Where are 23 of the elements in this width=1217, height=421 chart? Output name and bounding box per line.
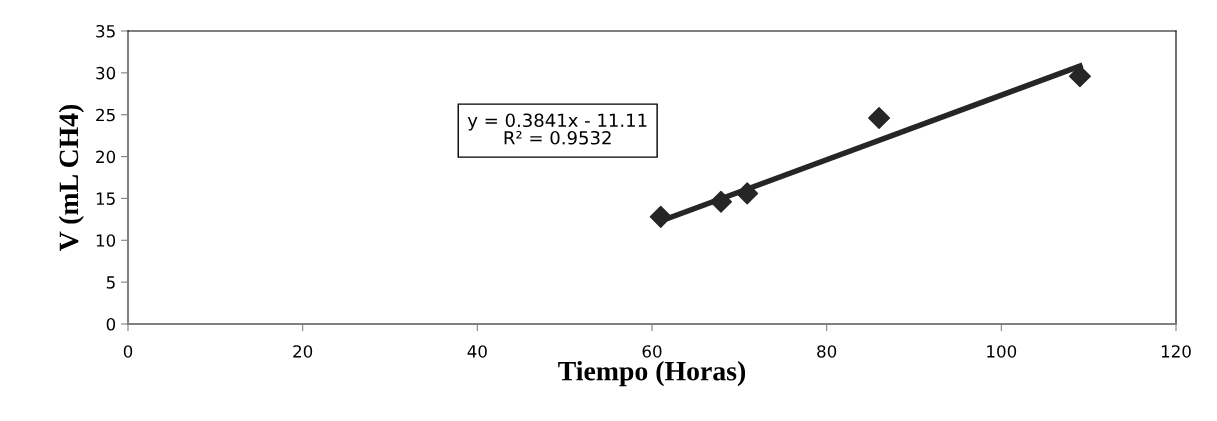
point xyxy=(649,205,672,228)
annotation: y = 0.3841x - 11.11 R² = 0.9532 xyxy=(467,113,647,145)
y-tick-label: 20 xyxy=(96,150,116,164)
x-tick-label: 60 xyxy=(642,345,662,358)
y-tick-label: 25 xyxy=(96,108,115,122)
point xyxy=(1068,65,1091,88)
x-tick-label: 120 xyxy=(1161,345,1191,358)
y-tick-label: 15 xyxy=(96,192,115,205)
x-tick-label: 20 xyxy=(293,345,313,358)
y-tick-label: 0 xyxy=(106,317,116,331)
point xyxy=(868,107,891,130)
y-tick-label: 30 xyxy=(96,66,116,80)
y-tick-label: 5 xyxy=(106,276,115,289)
x-axis-title: Tiempo (Horas) xyxy=(558,360,746,387)
x-tick-label: 0 xyxy=(123,345,133,358)
y-tick-label: 35 xyxy=(96,24,115,38)
point xyxy=(709,190,732,213)
x-tick-label: 100 xyxy=(987,345,1017,358)
y-tick-label: 10 xyxy=(96,234,116,247)
y-axis-title: V (mL CH4) xyxy=(58,104,84,252)
x-tick-label: 40 xyxy=(467,345,487,358)
x-tick-label: 80 xyxy=(817,345,837,358)
point xyxy=(736,182,759,205)
